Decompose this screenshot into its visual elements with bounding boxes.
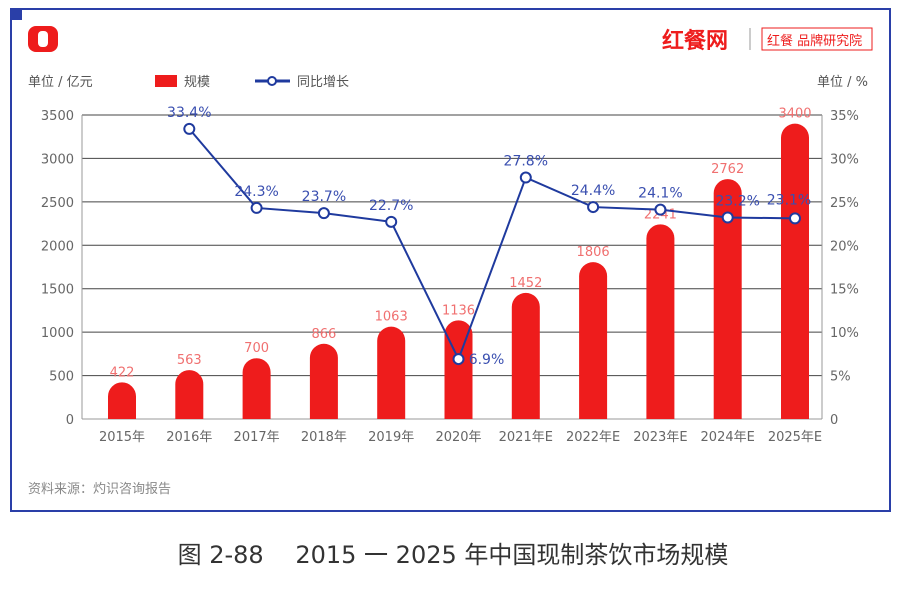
y-axis-left-label: 单位 / 亿元: [28, 75, 93, 90]
x-tick: 2022年E: [566, 430, 620, 445]
growth-label: 24.4%: [571, 183, 615, 199]
y-tick-left: 3500: [41, 109, 74, 124]
growth-label: 6.9%: [469, 352, 505, 368]
growth-marker: [519, 171, 532, 184]
legend-bar-label: 规模: [184, 75, 210, 90]
growth-line: [188, 128, 796, 362]
bar: [108, 382, 136, 419]
x-tick: 2021年E: [499, 430, 553, 445]
growth-marker: [250, 201, 263, 214]
growth-marker: [789, 212, 801, 225]
bar-label: 1136: [442, 303, 475, 318]
growth-marker: [721, 211, 734, 224]
growth-label: 33.4%: [167, 105, 211, 121]
bar: [511, 292, 540, 419]
bar: [646, 224, 675, 419]
y-tick-right: 30%: [830, 152, 859, 167]
bar: [175, 370, 204, 419]
legend-line-marker: [267, 76, 277, 86]
y-tick-left: 2500: [41, 196, 74, 211]
bar-label: 1806: [577, 245, 610, 260]
growth-marker: [452, 353, 465, 366]
growth-marker: [183, 122, 196, 135]
x-tick: 2018年: [301, 430, 347, 445]
growth-label: 24.1%: [638, 186, 682, 202]
growth-label: 24.3%: [234, 184, 278, 200]
x-tick: 2015年: [99, 430, 145, 445]
x-tick: 2017年: [234, 430, 280, 445]
bar: [781, 123, 809, 419]
growth-label: 23.1%: [767, 192, 811, 208]
growth-marker: [317, 207, 330, 220]
y-tick-left: 1500: [41, 283, 74, 298]
brand-logo-icon-inner: [38, 31, 48, 47]
bar: [713, 179, 742, 419]
bar-label: 2762: [711, 162, 744, 177]
growth-marker: [654, 203, 667, 216]
legend-bar-swatch: [155, 75, 177, 87]
bar-label: 1063: [375, 310, 408, 325]
y-tick-left: 2000: [41, 239, 74, 254]
y-tick-right: 15%: [830, 283, 859, 298]
source-note: 资料来源：灼识咨询报告: [28, 482, 171, 497]
y-tick-left: 0: [66, 413, 74, 428]
y-tick-right: 5%: [830, 370, 851, 385]
corner-mark: [10, 8, 22, 20]
y-tick-right: 10%: [830, 326, 859, 341]
y-tick-right: 25%: [830, 196, 859, 211]
y-axis-right-label: 单位 / %: [817, 75, 868, 90]
bar-label: 866: [311, 327, 336, 342]
bar: [377, 326, 406, 419]
bar-label: 422: [110, 365, 135, 380]
x-tick: 2024年E: [701, 430, 755, 445]
y-tick-left: 500: [49, 370, 74, 385]
bar-label: 1452: [509, 276, 542, 291]
bar-label: 563: [177, 353, 202, 368]
x-tick: 2016年: [166, 430, 212, 445]
growth-label: 23.7%: [302, 189, 346, 205]
growth-marker: [587, 201, 600, 214]
logo-sub: 红餐 品牌研究院: [767, 33, 862, 49]
growth-label: 27.8%: [504, 154, 548, 170]
logo-sub-box: [761, 27, 873, 51]
logo-main: 红餐网: [662, 28, 728, 54]
bar-label: 3400: [778, 107, 811, 122]
bar: [579, 262, 608, 419]
y-tick-right: 35%: [830, 109, 859, 124]
y-tick-right: 0: [830, 413, 838, 428]
figure-caption: 图 2-88 2015 一 2025 年中国现制茶饮市场规模: [177, 541, 729, 569]
x-tick: 2020年: [435, 430, 481, 445]
x-tick: 2019年: [368, 430, 414, 445]
growth-label: 23.2%: [715, 193, 759, 209]
x-tick: 2023年E: [633, 430, 687, 445]
bar: [309, 343, 338, 419]
chart-frame: [10, 8, 891, 512]
growth-label: 22.7%: [369, 198, 413, 214]
bar-label: 700: [244, 341, 269, 356]
legend-line-label: 同比增长: [297, 75, 349, 90]
y-tick-left: 1000: [41, 326, 74, 341]
y-tick-right: 20%: [830, 239, 859, 254]
x-tick: 2025年E: [768, 430, 822, 445]
growth-marker: [385, 215, 398, 228]
bar: [242, 358, 271, 419]
y-tick-left: 3000: [41, 152, 74, 167]
